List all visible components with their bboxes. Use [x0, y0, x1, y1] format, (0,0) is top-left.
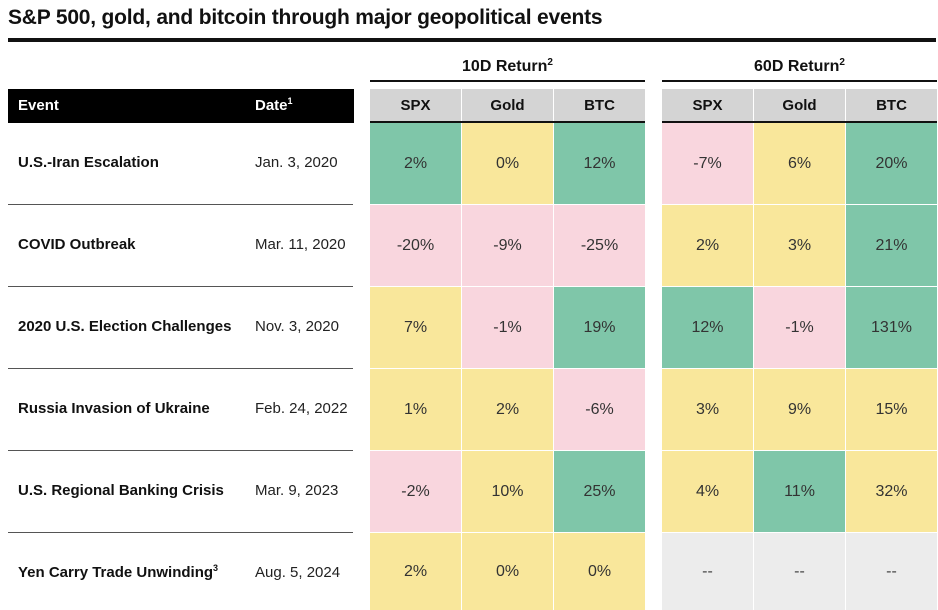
column-header-btc: BTC — [554, 89, 645, 123]
event-date: Aug. 5, 2024 — [255, 564, 341, 581]
event-date: Mar. 11, 2020 — [255, 236, 346, 253]
return-cell-gold: 2% — [462, 369, 553, 450]
group-title-label: 60D Return — [754, 58, 840, 75]
return-cell-btc: -- — [846, 533, 937, 610]
return-cell-btc: 19% — [554, 287, 645, 368]
date-header-label: Date — [255, 97, 288, 114]
column-header-spx: SPX — [370, 89, 461, 123]
group-title-label: 10D Return — [462, 58, 548, 75]
footnote-marker: 1 — [287, 96, 293, 106]
event-name-text: U.S. Regional Banking Crisis — [18, 482, 224, 499]
event-date-header: Event Date1 — [8, 89, 354, 123]
return-cell-gold: 6% — [754, 123, 845, 204]
footnote-marker: 3 — [213, 563, 219, 573]
return-cell-gold: 9% — [754, 369, 845, 450]
return-cell-btc: 32% — [846, 451, 937, 532]
return-cell-gold: 10% — [462, 451, 553, 532]
group-divider — [662, 80, 937, 82]
return-cell-btc: 15% — [846, 369, 937, 450]
event-date: Jan. 3, 2020 — [255, 154, 338, 171]
group-divider — [370, 80, 645, 82]
return-cell-spx: -20% — [370, 205, 461, 286]
header-divider — [662, 121, 937, 123]
event-date: Feb. 24, 2022 — [255, 400, 348, 417]
date-column-header: Date1 — [255, 89, 293, 123]
column-header-gold: Gold — [462, 89, 553, 123]
title-divider — [8, 38, 936, 42]
footnote-marker: 2 — [839, 57, 845, 68]
event-name: U.S. Regional Banking Crisis — [18, 481, 224, 501]
return-cell-gold: -1% — [754, 287, 845, 368]
return-cell-btc: 131% — [846, 287, 937, 368]
return-cell-gold: 11% — [754, 451, 845, 532]
return-cell-spx: -7% — [662, 123, 753, 204]
return-cell-spx: -2% — [370, 451, 461, 532]
return-cell-btc: -6% — [554, 369, 645, 450]
return-cell-gold: 0% — [462, 123, 553, 204]
event-name-text: U.S.-Iran Escalation — [18, 154, 159, 171]
event-date: Nov. 3, 2020 — [255, 318, 339, 335]
event-name-text: COVID Outbreak — [18, 236, 136, 253]
row-divider — [8, 204, 353, 205]
row-divider — [8, 450, 353, 451]
header-divider — [370, 121, 645, 123]
return-cell-spx: 12% — [662, 287, 753, 368]
event-date: Mar. 9, 2023 — [255, 482, 339, 499]
page-title: S&P 500, gold, and bitcoin through major… — [8, 6, 603, 29]
return-cell-spx: -- — [662, 533, 753, 610]
return-cell-btc: 21% — [846, 205, 937, 286]
return-cell-spx: 1% — [370, 369, 461, 450]
event-name-text: 2020 U.S. Election Challenges — [18, 318, 232, 335]
row-divider — [8, 286, 353, 287]
return-cell-spx: 3% — [662, 369, 753, 450]
event-name: Yen Carry Trade Unwinding3 — [18, 563, 218, 583]
return-cell-btc: 12% — [554, 123, 645, 204]
group-title-10d: 10D Return2 — [370, 56, 645, 78]
return-cell-btc: 0% — [554, 533, 645, 610]
row-divider — [8, 368, 353, 369]
footnote-marker: 2 — [547, 57, 553, 68]
return-cell-gold: -- — [754, 533, 845, 610]
return-cell-spx: 2% — [370, 123, 461, 204]
event-name: U.S.-Iran Escalation — [18, 153, 159, 173]
group-title-60d: 60D Return2 — [662, 56, 937, 78]
return-cell-spx: 7% — [370, 287, 461, 368]
return-cell-spx: 2% — [662, 205, 753, 286]
event-name-text: Yen Carry Trade Unwinding — [18, 564, 214, 581]
return-cell-spx: 2% — [370, 533, 461, 610]
event-name: Russia Invasion of Ukraine — [18, 399, 210, 419]
column-header-gold: Gold — [754, 89, 845, 123]
return-cell-btc: 25% — [554, 451, 645, 532]
return-cell-spx: 4% — [662, 451, 753, 532]
event-name: COVID Outbreak — [18, 235, 136, 255]
event-column-header: Event — [18, 97, 59, 114]
column-header-btc: BTC — [846, 89, 937, 123]
return-cell-btc: 20% — [846, 123, 937, 204]
event-name-text: Russia Invasion of Ukraine — [18, 400, 210, 417]
return-cell-btc: -25% — [554, 205, 645, 286]
row-divider — [8, 532, 353, 533]
column-header-spx: SPX — [662, 89, 753, 123]
return-cell-gold: 3% — [754, 205, 845, 286]
event-name: 2020 U.S. Election Challenges — [18, 317, 231, 337]
return-cell-gold: 0% — [462, 533, 553, 610]
return-cell-gold: -9% — [462, 205, 553, 286]
return-cell-gold: -1% — [462, 287, 553, 368]
